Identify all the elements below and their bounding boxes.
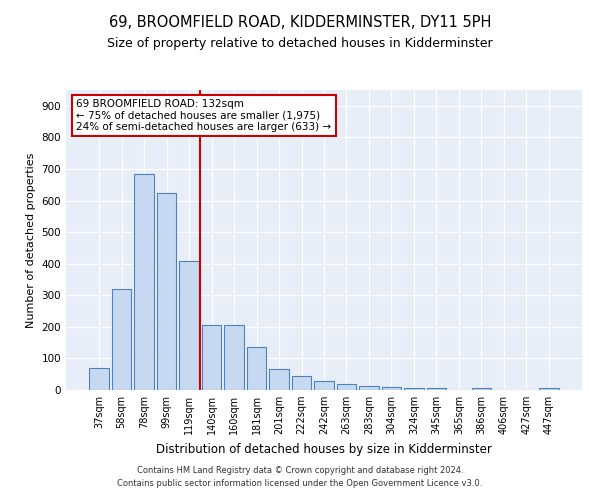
- X-axis label: Distribution of detached houses by size in Kidderminster: Distribution of detached houses by size …: [156, 442, 492, 456]
- Bar: [472, 388, 491, 390]
- Bar: [179, 260, 199, 390]
- Bar: [112, 289, 131, 390]
- Bar: [427, 388, 446, 390]
- Bar: [89, 368, 109, 390]
- Bar: [202, 326, 221, 390]
- Bar: [359, 386, 379, 390]
- Bar: [134, 174, 154, 390]
- Bar: [247, 348, 266, 390]
- Text: Size of property relative to detached houses in Kidderminster: Size of property relative to detached ho…: [107, 38, 493, 51]
- Bar: [224, 326, 244, 390]
- Bar: [337, 384, 356, 390]
- Bar: [314, 380, 334, 390]
- Bar: [292, 376, 311, 390]
- Bar: [539, 388, 559, 390]
- Bar: [382, 387, 401, 390]
- Bar: [269, 369, 289, 390]
- Text: 69, BROOMFIELD ROAD, KIDDERMINSTER, DY11 5PH: 69, BROOMFIELD ROAD, KIDDERMINSTER, DY11…: [109, 15, 491, 30]
- Bar: [157, 192, 176, 390]
- Text: Contains HM Land Registry data © Crown copyright and database right 2024.
Contai: Contains HM Land Registry data © Crown c…: [118, 466, 482, 487]
- Bar: [404, 388, 424, 390]
- Text: 69 BROOMFIELD ROAD: 132sqm
← 75% of detached houses are smaller (1,975)
24% of s: 69 BROOMFIELD ROAD: 132sqm ← 75% of deta…: [76, 99, 331, 132]
- Y-axis label: Number of detached properties: Number of detached properties: [26, 152, 36, 328]
